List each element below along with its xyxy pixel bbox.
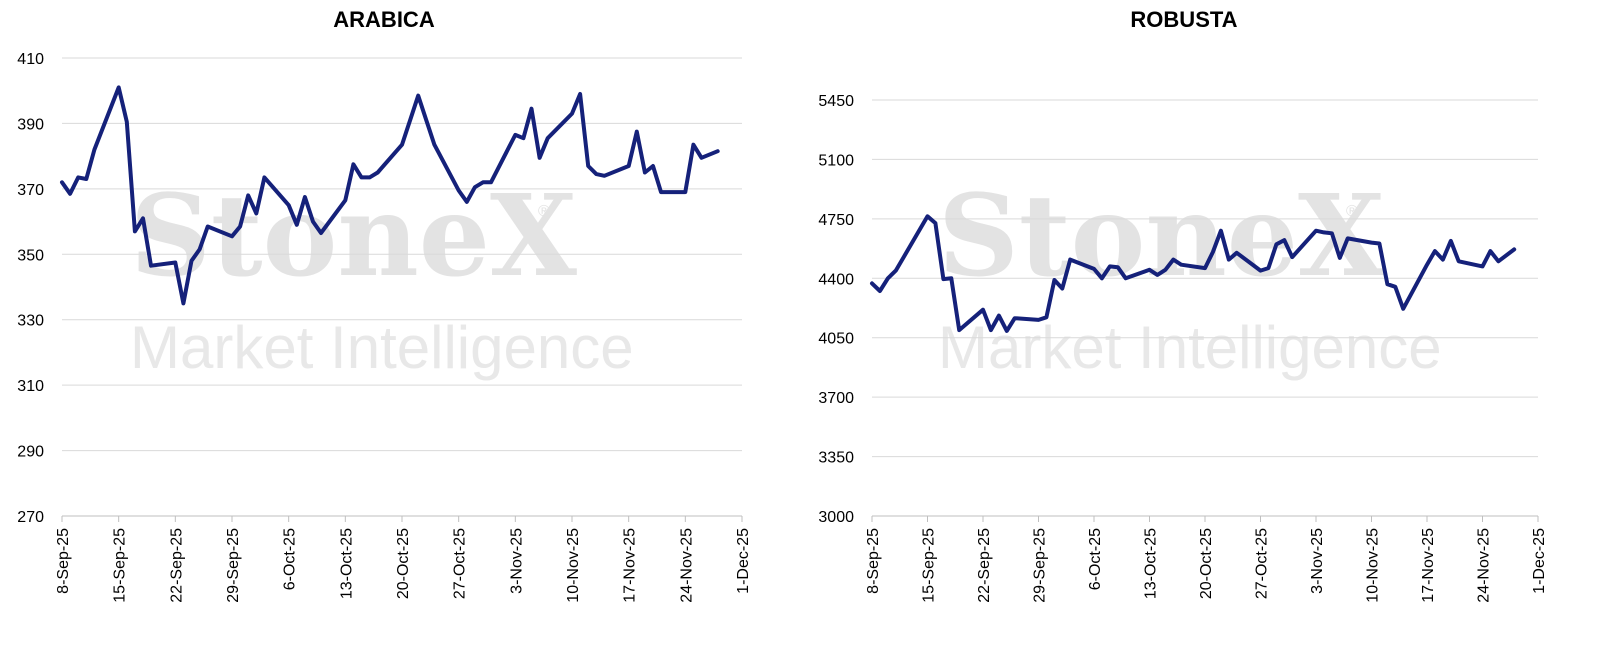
x-axis	[61, 515, 743, 522]
y-tick-label: 5450	[818, 93, 854, 110]
x-tick-label: 15-Sep-25	[112, 528, 129, 603]
y-tick-label: 290	[17, 444, 44, 461]
x-tick-label: 22-Sep-25	[976, 528, 993, 603]
y-tick-label: 410	[17, 51, 44, 68]
arabica-chart-panel: StoneX ® Market Intelligence ARABICA 270…	[0, 0, 790, 645]
series-line	[870, 214, 1517, 333]
watermark-registered-mark: ®	[1346, 203, 1358, 220]
robusta-chart: StoneX ® Market Intelligence ROBUSTA 300…	[818, 7, 1548, 603]
x-tick-label: 13-Oct-25	[1143, 528, 1160, 599]
watermark: StoneX ® Market Intelligence	[938, 171, 1442, 381]
series-line	[60, 85, 720, 306]
x-tick-label: 27-Oct-25	[1254, 528, 1271, 599]
chart-title: ROBUSTA	[1130, 7, 1237, 32]
x-tick-label: 8-Sep-25	[865, 528, 882, 594]
y-tick-label: 310	[17, 378, 44, 395]
y-axis-ticks: 3000 3350 3700 4050 4400 4750 5100 5450	[818, 93, 854, 526]
x-axis	[871, 515, 1539, 522]
x-tick-label: 3-Nov-25	[508, 528, 525, 594]
y-tick-label: 4750	[818, 212, 854, 229]
x-tick-label: 10-Nov-25	[565, 528, 582, 603]
y-gridlines	[62, 57, 742, 452]
x-tick-label: 24-Nov-25	[678, 528, 695, 603]
watermark-tagline: Market Intelligence	[938, 314, 1442, 381]
x-tick-label: 15-Sep-25	[921, 528, 938, 603]
chart-title: ARABICA	[333, 7, 435, 32]
y-tick-label: 4050	[818, 331, 854, 348]
y-tick-label: 3000	[818, 509, 854, 526]
x-tick-label: 17-Nov-25	[622, 528, 639, 603]
y-tick-label: 390	[17, 116, 44, 133]
x-tick-label: 29-Sep-25	[1032, 528, 1049, 603]
x-tick-label: 6-Oct-25	[282, 528, 299, 590]
y-gridlines	[872, 99, 1538, 458]
watermark-brand: StoneX	[130, 171, 577, 302]
x-tick-label: 13-Oct-25	[338, 528, 355, 599]
x-axis-ticks: 8-Sep-25 15-Sep-25 22-Sep-25 29-Sep-25 6-Oct…	[865, 528, 1548, 603]
y-tick-label: 350	[17, 247, 44, 264]
x-tick-label: 6-Oct-25	[1087, 528, 1104, 590]
x-tick-label: 29-Sep-25	[225, 528, 242, 603]
x-tick-label: 1-Dec-25	[735, 528, 752, 594]
x-tick-label: 27-Oct-25	[452, 528, 469, 599]
x-tick-label: 24-Nov-25	[1476, 528, 1493, 603]
series-lines	[870, 214, 1517, 333]
x-axis-ticks: 8-Sep-25 15-Sep-25 22-Sep-25 29-Sep-25 6-Oct…	[55, 528, 752, 603]
robusta-chart-panel: StoneX ® Market Intelligence ROBUSTA 300…	[800, 0, 1597, 645]
y-tick-label: 270	[17, 509, 44, 526]
x-tick-label: 3-Nov-25	[1309, 528, 1326, 594]
x-tick-label: 10-Nov-25	[1365, 528, 1382, 603]
watermark-brand: StoneX	[938, 171, 1385, 302]
y-axis-ticks: 270 290 310 330 350 370 390 410	[17, 51, 44, 526]
y-tick-label: 4400	[818, 271, 854, 288]
x-tick-label: 17-Nov-25	[1420, 528, 1437, 603]
x-tick-label: 22-Sep-25	[168, 528, 185, 603]
x-tick-label: 1-Dec-25	[1531, 528, 1548, 594]
x-tick-label: 20-Oct-25	[1198, 528, 1215, 599]
x-tick-label: 20-Oct-25	[395, 528, 412, 599]
y-tick-label: 3700	[818, 390, 854, 407]
y-tick-label: 330	[17, 313, 44, 330]
watermark: StoneX ® Market Intelligence	[130, 171, 634, 381]
y-tick-label: 3350	[818, 450, 854, 467]
watermark-tagline: Market Intelligence	[130, 314, 634, 381]
y-tick-label: 5100	[818, 152, 854, 169]
arabica-chart: StoneX ® Market Intelligence ARABICA 270…	[17, 7, 752, 603]
x-tick-label: 8-Sep-25	[55, 528, 72, 594]
watermark-registered-mark: ®	[538, 203, 550, 220]
y-tick-label: 370	[17, 182, 44, 199]
series-lines	[60, 85, 720, 306]
